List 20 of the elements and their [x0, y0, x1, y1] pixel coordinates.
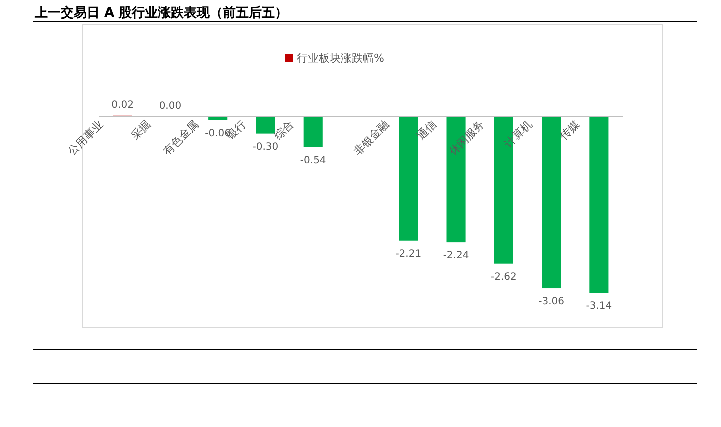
x-tick-label: 综合 — [272, 118, 296, 143]
data-label: 0.02 — [112, 100, 134, 111]
x-tick-label: 通信 — [414, 118, 440, 143]
x-tick-label: 公用事业 — [66, 118, 106, 158]
data-label: -2.21 — [396, 248, 422, 260]
x-tick-label: 传媒 — [558, 118, 582, 143]
data-label: -0.30 — [252, 142, 279, 153]
data-label: -2.24 — [443, 250, 470, 262]
data-label: -3.14 — [586, 301, 612, 312]
chart-title: 上一交易日 A 股行业涨跌表现（前五后五） — [34, 5, 288, 21]
legend-label: 行业板块涨跌幅% — [297, 52, 384, 65]
x-tick-label: 采掘 — [128, 118, 154, 143]
x-tick-label: 有色金属 — [160, 118, 202, 158]
data-label: 0.00 — [159, 101, 182, 112]
data-label: -0.54 — [300, 155, 326, 166]
x-tick-label: 非银金融 — [351, 118, 392, 158]
x-tick-label: 计算机 — [502, 118, 535, 150]
x-tick-label: 休闲服务 — [446, 118, 488, 158]
data-label: -2.62 — [490, 272, 517, 283]
data-label: -3.06 — [538, 296, 564, 308]
